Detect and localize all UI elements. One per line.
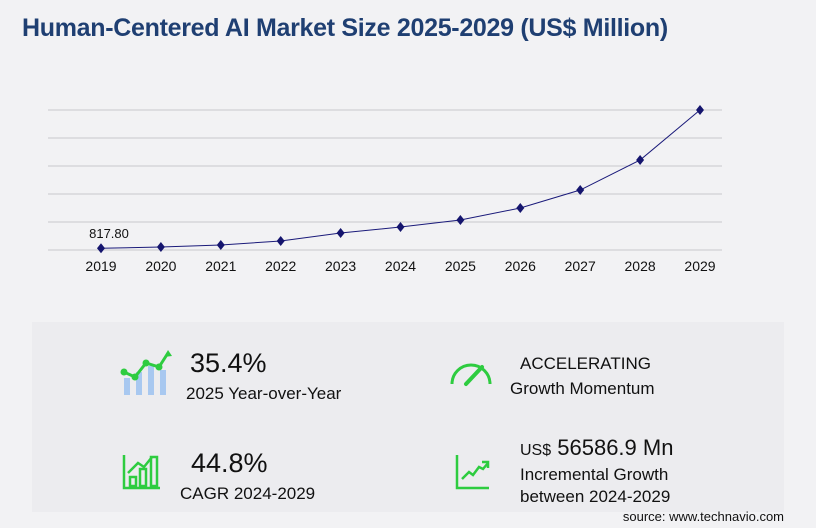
incremental-label-2: between 2024-2029 xyxy=(520,487,671,506)
x-tick-label: 2019 xyxy=(85,258,116,274)
data-point xyxy=(696,105,704,115)
x-tick-label: 2028 xyxy=(625,258,656,274)
cagr-label: CAGR 2024-2029 xyxy=(180,484,316,503)
speedometer-icon xyxy=(450,363,492,386)
x-tick-label: 2027 xyxy=(565,258,596,274)
data-point xyxy=(636,155,645,166)
data-label: 817.80 xyxy=(89,226,129,241)
data-point xyxy=(97,243,105,254)
currency-prefix: US$ xyxy=(520,442,552,459)
source-note: source: www.technavio.com xyxy=(622,509,784,524)
x-tick-label: 2022 xyxy=(265,258,296,274)
x-tick-label: 2029 xyxy=(684,258,715,274)
data-point xyxy=(516,203,525,214)
momentum-label: Growth Momentum xyxy=(510,379,655,398)
data-point xyxy=(336,228,345,239)
data-point xyxy=(216,240,225,251)
data-point xyxy=(276,236,285,247)
data-point xyxy=(156,242,165,253)
momentum-value: ACCELERATING xyxy=(520,354,651,373)
incremental-label-1: Incremental Growth xyxy=(520,465,669,484)
x-tick-label: 2020 xyxy=(145,258,176,274)
data-point xyxy=(576,185,585,196)
bar-chart-growth-icon xyxy=(122,455,160,490)
data-point xyxy=(456,215,465,226)
x-tick-label: 2023 xyxy=(325,258,356,274)
page-title: Human-Centered AI Market Size 2025-2029 … xyxy=(22,14,668,42)
trend-line-icon xyxy=(455,455,490,490)
x-tick-label: 2024 xyxy=(385,258,416,274)
incremental-value: 56586.9 Mn xyxy=(557,435,674,460)
incremental-growth: US$ 56586.9 Mn xyxy=(520,435,673,461)
line-chart: 2019 2020 2021 2022 2023 2024 2025 2026 2027 2028… xyxy=(48,105,722,274)
growth-chart-icon xyxy=(120,350,172,395)
yoy-value: 35.4% xyxy=(190,348,267,378)
x-tick-label: 2021 xyxy=(205,258,236,274)
x-tick-label: 2026 xyxy=(505,258,536,274)
cagr-value: 44.8% xyxy=(191,448,268,478)
yoy-label: 2025 Year-over-Year xyxy=(186,384,342,403)
data-point xyxy=(396,222,405,233)
x-tick-label: 2025 xyxy=(445,258,476,274)
